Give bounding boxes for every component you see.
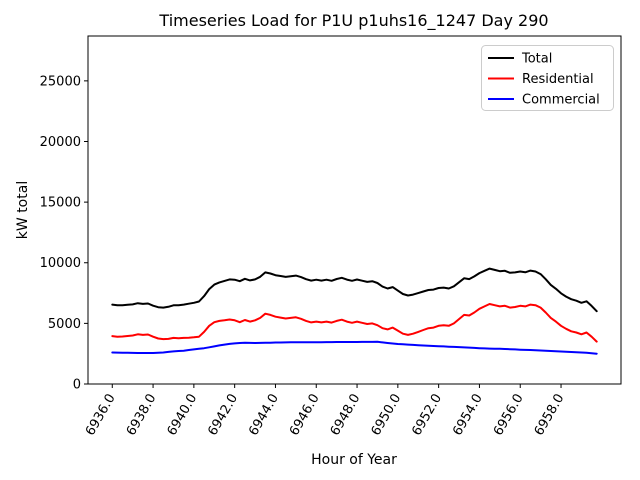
y-axis-label: kW total	[15, 181, 31, 239]
legend-box	[481, 45, 614, 111]
legend-label-residential: Residential	[522, 72, 594, 87]
legend: Total Residential Commercial	[481, 45, 614, 111]
x-tick-label: 6940.0	[165, 392, 201, 439]
y-tick-label: 15000	[40, 196, 81, 211]
plot-area-border	[87, 35, 622, 385]
y-tick-label: 5000	[48, 317, 81, 332]
series-line-total	[111, 267, 598, 313]
series-lines	[111, 267, 598, 355]
series-line-residential	[111, 303, 598, 343]
x-axis-label: Hour of Year	[311, 452, 397, 468]
y-tick-label: 10000	[40, 256, 81, 271]
x-tick-label: 6938.0	[124, 392, 160, 439]
x-tick-label: 6948.0	[328, 392, 364, 439]
x-tick-label: 6942.0	[205, 392, 241, 439]
x-tick-label: 6944.0	[246, 392, 282, 439]
x-tick-label: 6956.0	[491, 392, 527, 439]
y-tick-label: 25000	[40, 74, 81, 89]
x-tick-label: 6954.0	[450, 392, 486, 439]
legend-label-commercial: Commercial	[522, 93, 600, 108]
x-axis-ticks: 6936.0 6938.0 6940.0 6942.0 6944.0 6946.0 6948…	[83, 384, 567, 438]
x-tick-label: 6936.0	[83, 392, 119, 439]
chart-title: Timeseries Load for P1U p1uhs16_1247 Day…	[158, 11, 548, 31]
y-tick-label: 20000	[40, 135, 81, 150]
x-tick-label: 6946.0	[287, 392, 323, 439]
y-tick-label: 0	[73, 378, 81, 393]
x-tick-label: 6952.0	[409, 392, 445, 439]
legend-label-total: Total	[521, 52, 552, 67]
series-line-commercial	[111, 340, 598, 355]
y-axis-ticks: 0 5000 10000 15000 20000 25000	[40, 74, 88, 393]
x-tick-label: 6950.0	[369, 392, 405, 439]
x-tick-label: 6958.0	[532, 392, 568, 439]
